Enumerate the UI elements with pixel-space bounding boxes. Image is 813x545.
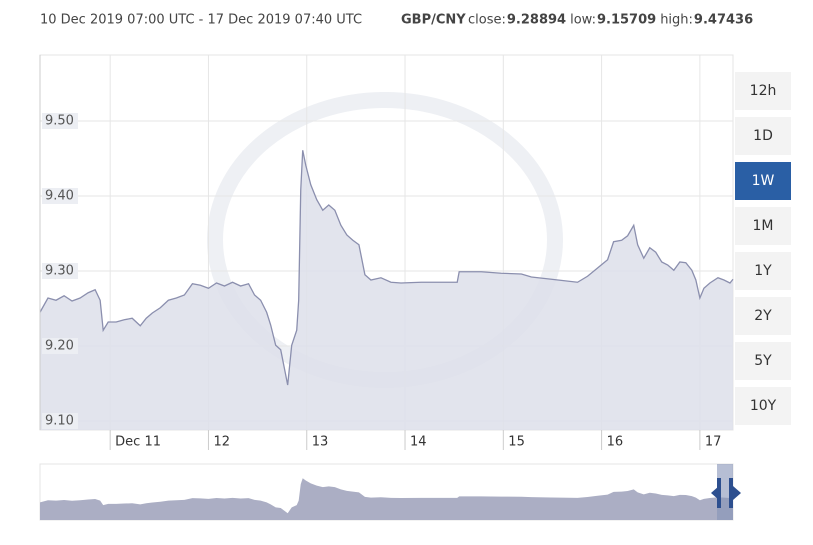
navigator-area: [40, 478, 733, 520]
navigator-handle-right: [729, 478, 733, 508]
y-tick-label-bg: [42, 338, 78, 354]
range-button[interactable]: [735, 387, 791, 425]
y-tick-label-bg: [42, 413, 78, 429]
price-line: [39, 150, 734, 386]
range-button-label[interactable]: 12h: [750, 83, 777, 99]
y-tick-label: 9.40: [45, 189, 74, 204]
y-tick-label: 9.10: [45, 414, 74, 429]
stat-value: 9.47436: [694, 13, 753, 28]
range-button[interactable]: [735, 342, 791, 380]
date-range: 10 Dec 2019 07:00 UTC - 17 Dec 2019 07:4…: [40, 13, 362, 28]
y-tick-label: 9.20: [45, 339, 74, 354]
x-tick-label: Dec 11: [115, 435, 161, 450]
x-tick-label: 15: [508, 435, 525, 450]
range-button[interactable]: [735, 72, 791, 110]
currency-pair: GBP/CNY: [401, 13, 466, 28]
range-button[interactable]: [735, 207, 791, 245]
range-button-label[interactable]: 5Y: [754, 353, 772, 369]
range-button-label[interactable]: 2Y: [754, 308, 772, 324]
y-tick-label: 9.30: [45, 264, 74, 279]
range-button[interactable]: [735, 297, 791, 335]
y-tick-label-bg: [42, 113, 78, 129]
stat-label: low:: [570, 13, 596, 28]
x-tick-label: 12: [213, 435, 230, 450]
area-fill: [40, 150, 733, 430]
range-button-label[interactable]: 1D: [753, 128, 773, 144]
stat-value: 9.15709: [597, 13, 656, 28]
x-tick-label: 17: [705, 435, 722, 450]
stat-label: close:: [468, 13, 506, 28]
y-tick-label-bg: [42, 263, 78, 279]
range-button-label[interactable]: 10Y: [750, 398, 777, 414]
navigator-arrow: [711, 486, 741, 500]
x-tick-label: 13: [312, 435, 329, 450]
range-button[interactable]: [735, 117, 791, 155]
range-button-label[interactable]: 1Y: [754, 263, 772, 279]
range-button-label[interactable]: 1W: [752, 173, 775, 189]
range-button[interactable]: [735, 252, 791, 290]
stat-value: 9.28894: [507, 13, 566, 28]
y-tick-label-bg: [42, 188, 78, 204]
y-tick-label: 9.50: [45, 114, 74, 129]
stat-label: high:: [660, 13, 693, 28]
x-tick-label: 16: [607, 435, 624, 450]
range-button-label[interactable]: 1M: [753, 218, 774, 234]
range-button[interactable]: [735, 162, 791, 200]
x-tick-label: 14: [410, 435, 427, 450]
